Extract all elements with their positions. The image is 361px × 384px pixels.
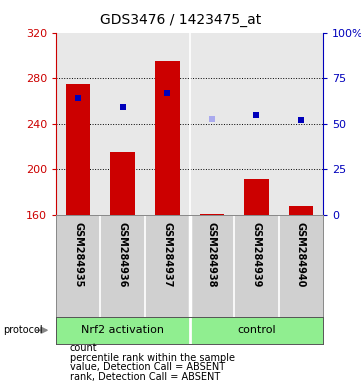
Text: protocol: protocol <box>4 325 43 335</box>
Text: control: control <box>237 325 275 335</box>
Bar <box>66 84 91 215</box>
Text: GSM284936: GSM284936 <box>118 222 128 288</box>
Bar <box>110 152 135 215</box>
Bar <box>155 61 179 215</box>
Text: rank, Detection Call = ABSENT: rank, Detection Call = ABSENT <box>70 372 220 382</box>
Text: value, Detection Call = ABSENT: value, Detection Call = ABSENT <box>70 362 225 372</box>
Bar <box>200 214 224 215</box>
Text: GSM284940: GSM284940 <box>296 222 306 288</box>
Bar <box>244 179 269 215</box>
Bar <box>288 206 313 215</box>
Text: count: count <box>70 343 97 353</box>
Text: Nrf2 activation: Nrf2 activation <box>81 325 164 335</box>
Text: GSM284937: GSM284937 <box>162 222 172 288</box>
Text: GDS3476 / 1423475_at: GDS3476 / 1423475_at <box>100 13 261 27</box>
Text: percentile rank within the sample: percentile rank within the sample <box>70 353 235 362</box>
Text: GSM284939: GSM284939 <box>251 222 261 288</box>
Text: GSM284938: GSM284938 <box>207 222 217 288</box>
Text: GSM284935: GSM284935 <box>73 222 83 288</box>
